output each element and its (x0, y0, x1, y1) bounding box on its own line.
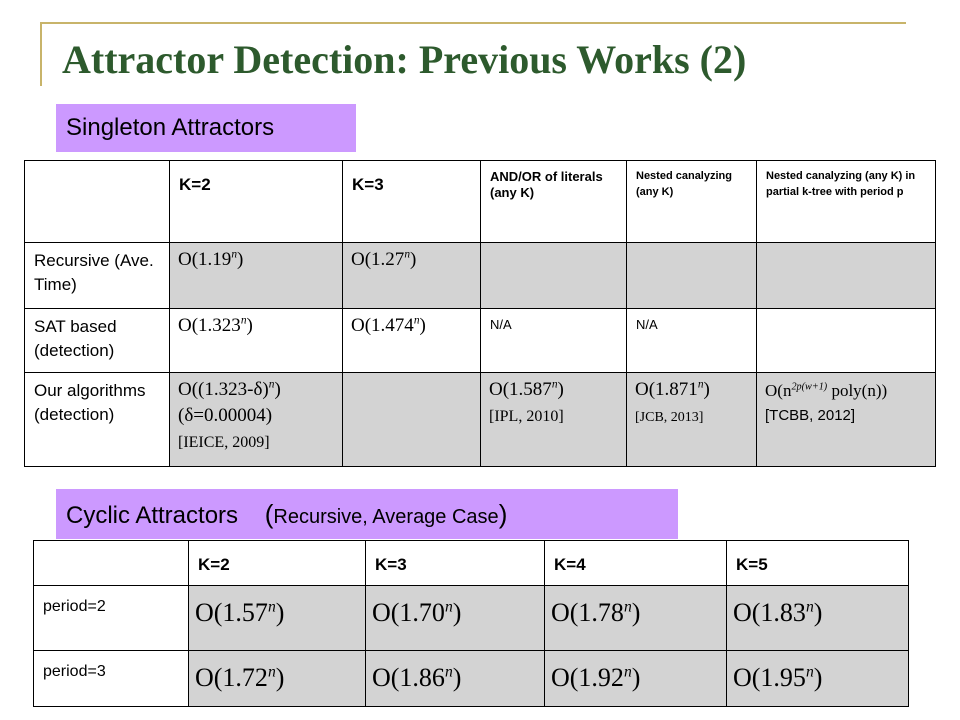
header-k2: K=2 (169, 160, 343, 243)
complexity-cell: O(1.27n) (342, 242, 481, 309)
complexity-cell: O(1.78n) (544, 585, 727, 651)
na-cell: N/A (626, 308, 757, 373)
table-header-row: K=2 K=3 K=4 K=5 (33, 540, 909, 586)
row-label: period=3 (33, 650, 189, 707)
singleton-label: Singleton Attractors (56, 104, 356, 152)
corner-cell (33, 540, 189, 586)
empty-cell (342, 372, 481, 467)
complexity-cell: O((1.323-δ)n) (δ=0.00004) [IEICE, 2009] (169, 372, 343, 467)
header-k3: K=3 (342, 160, 481, 243)
complexity-cell: O(1.323n) (169, 308, 343, 373)
empty-cell (480, 242, 627, 309)
table-row: period=2 O(1.57n) O(1.70n) O(1.78n) O(1.… (33, 585, 909, 651)
row-label: SAT based (detection) (24, 308, 170, 373)
complexity-cell: O(1.70n) (365, 585, 545, 651)
complexity-cell: O(1.57n) (188, 585, 366, 651)
table-row: Recursive (Ave. Time) O(1.19n) O(1.27n) (24, 242, 936, 309)
empty-cell (756, 308, 936, 373)
corner-cell (24, 160, 170, 243)
header-nested: Nested canalyzing (any K) (626, 160, 757, 243)
singleton-table: K=2 K=3 AND/OR of literals (any K) Neste… (24, 160, 936, 467)
empty-cell (626, 242, 757, 309)
table-row: Our algorithms (detection) O((1.323-δ)n)… (24, 372, 936, 467)
table-row: period=3 O(1.72n) O(1.86n) O(1.92n) O(1.… (33, 650, 909, 707)
header-k2: K=2 (188, 540, 366, 586)
complexity-cell: O(1.92n) (544, 650, 727, 707)
title-rule-vertical (40, 22, 42, 86)
table-header-row: K=2 K=3 AND/OR of literals (any K) Neste… (24, 160, 936, 243)
slide-title: Attractor Detection: Previous Works (2) (62, 37, 747, 82)
table-row: SAT based (detection) O(1.323n) O(1.474n… (24, 308, 936, 373)
cyclic-label: Cyclic Attractors (Recursive, Average Ca… (56, 489, 678, 539)
complexity-cell: O(1.86n) (365, 650, 545, 707)
row-label: Recursive (Ave. Time) (24, 242, 170, 309)
title-rule-horizontal (40, 22, 906, 24)
complexity-cell: O(1.587n) [IPL, 2010] (480, 372, 627, 467)
complexity-cell: O(1.19n) (169, 242, 343, 309)
na-cell: N/A (480, 308, 627, 373)
complexity-cell: O(1.83n) (726, 585, 909, 651)
complexity-cell: O(1.871n) [JCB, 2013] (626, 372, 757, 467)
header-k4: K=4 (544, 540, 727, 586)
complexity-cell: O(n2p(w+1) poly(n)) [TCBB, 2012] (756, 372, 936, 467)
complexity-cell: O(1.72n) (188, 650, 366, 707)
header-k3: K=3 (365, 540, 545, 586)
header-k5: K=5 (726, 540, 909, 586)
header-ktree: Nested canalyzing (any K) in partial k-t… (756, 160, 936, 243)
row-label: Our algorithms (detection) (24, 372, 170, 467)
complexity-cell: O(1.95n) (726, 650, 909, 707)
empty-cell (756, 242, 936, 309)
row-label: period=2 (33, 585, 189, 651)
header-andor: AND/OR of literals (any K) (480, 160, 627, 243)
complexity-cell: O(1.474n) (342, 308, 481, 373)
cyclic-table: K=2 K=3 K=4 K=5 period=2 O(1.57n) O(1.70… (33, 540, 909, 707)
